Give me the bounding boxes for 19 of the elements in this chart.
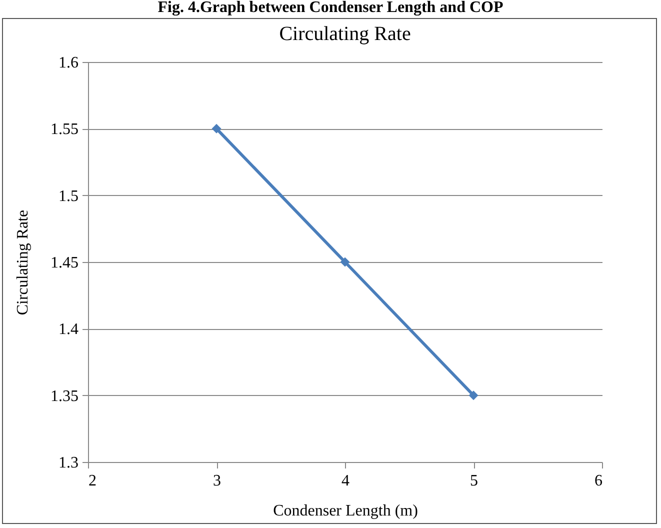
y-tick-label: 1.45 — [50, 254, 78, 272]
y-tick-label: 1.3 — [58, 454, 78, 472]
caption: Fig. 4.Graph between Condenser Length and COP — [156, 0, 504, 18]
point — [212, 124, 222, 134]
y-tick-label: 1.6 — [58, 54, 78, 72]
x-tick-label: 3 — [213, 472, 221, 490]
y-tick-label: 1.35 — [50, 388, 78, 405]
y-axis-title: Circulating Rate — [14, 210, 32, 316]
x-tick-label: 6 — [594, 472, 602, 490]
point — [468, 390, 478, 400]
x-tick-label: 5 — [470, 472, 478, 490]
x-tick-label: 4 — [342, 472, 350, 490]
x-axis-title: Condenser Length (m) — [273, 502, 418, 520]
point — [340, 257, 350, 267]
y-tick-label: 1.5 — [58, 188, 78, 205]
x-tick-label: 2 — [88, 472, 96, 490]
y-tick-label: 1.55 — [50, 121, 78, 138]
chart-title: Circulating Rate — [279, 23, 411, 45]
y-tick-label: 1.4 — [58, 321, 78, 338]
